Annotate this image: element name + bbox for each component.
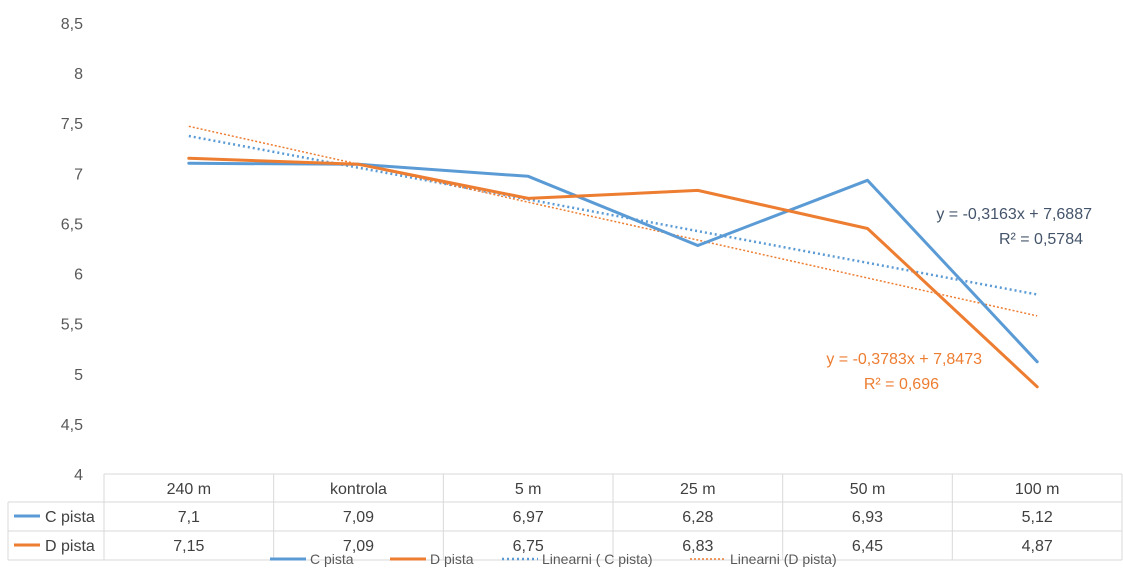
table-row-label: D pista (45, 538, 95, 555)
table-cell-value: 6,93 (852, 509, 883, 526)
series-d-line (187, 156, 1039, 389)
table-cell-value: 4,87 (1022, 538, 1053, 555)
table-row-label: C pista (45, 509, 95, 526)
table-cell-value: 7,09 (343, 538, 374, 555)
y-tick-label: 8,5 (61, 16, 83, 33)
category-label: 240 m (167, 481, 211, 498)
category-label: kontrola (330, 481, 387, 498)
y-tick-label: 6,5 (61, 216, 83, 233)
legend-d-label: D pista (430, 551, 474, 567)
table-cell-value: 6,97 (513, 509, 544, 526)
trendline-d (188, 125, 1038, 317)
category-labels: 240 m kontrola 5 m 25 m 50 m 100 m (167, 481, 1060, 498)
table-cell-value: 6,75 (513, 538, 544, 555)
y-tick-label: 4 (74, 467, 83, 484)
y-tick-label: 5,5 (61, 317, 83, 334)
y-axis-ticks: 4 4,5 5 5,5 6 6,5 7 7,5 8 8,5 (61, 16, 83, 484)
y-tick-label: 4,5 (61, 417, 83, 434)
legend: C pista D pista Linearni ( C pista) Line… (270, 551, 837, 567)
y-tick-label: 6 (74, 267, 83, 284)
trendline-d-annotation: y = -0,3783x + 7,8473 R² = 0,696 (826, 351, 982, 393)
trendline-c (188, 134, 1038, 296)
category-label: 100 m (1015, 481, 1059, 498)
legend-c-label: C pista (310, 551, 354, 567)
table-cell-value: 5,12 (1022, 509, 1053, 526)
legend-trend-d-label: Linearni (D pista) (730, 551, 837, 567)
y-tick-label: 8 (74, 66, 83, 83)
y-tick-label: 5 (74, 367, 83, 384)
table-cell-value: 7,1 (178, 509, 200, 526)
series-lines (187, 156, 1039, 389)
trendline-d-equation: y = -0,3783x + 7,8473 (826, 351, 982, 368)
category-label: 5 m (515, 481, 542, 498)
table-cell-value: 7,15 (173, 538, 204, 555)
table-cell-value: 7,09 (343, 509, 374, 526)
data-table-rows: C pista 7,1 7,09 6,97 6,28 6,93 5,12 D pista 7,1… (14, 509, 1053, 555)
y-tick-label: 7,5 (61, 116, 83, 133)
table-cell-value: 6,28 (682, 509, 713, 526)
table-cell-value: 6,83 (682, 538, 713, 555)
trendline-c-equation: y = -0,3163x + 7,6887 (936, 206, 1092, 223)
data-table-grid (7, 473, 1123, 561)
category-label: 25 m (680, 481, 716, 498)
legend-trend-c-label: Linearni ( C pista) (542, 551, 653, 567)
trendline-c-annotation: y = -0,3163x + 7,6887 R² = 0,5784 (936, 206, 1092, 248)
category-label: 50 m (850, 481, 886, 498)
y-tick-label: 7 (74, 166, 83, 183)
table-cell-value: 6,45 (852, 538, 883, 555)
trendlines (188, 125, 1038, 317)
trendline-d-r2: R² = 0,696 (864, 376, 939, 393)
trendline-c-r2: R² = 0,5784 (999, 231, 1083, 248)
